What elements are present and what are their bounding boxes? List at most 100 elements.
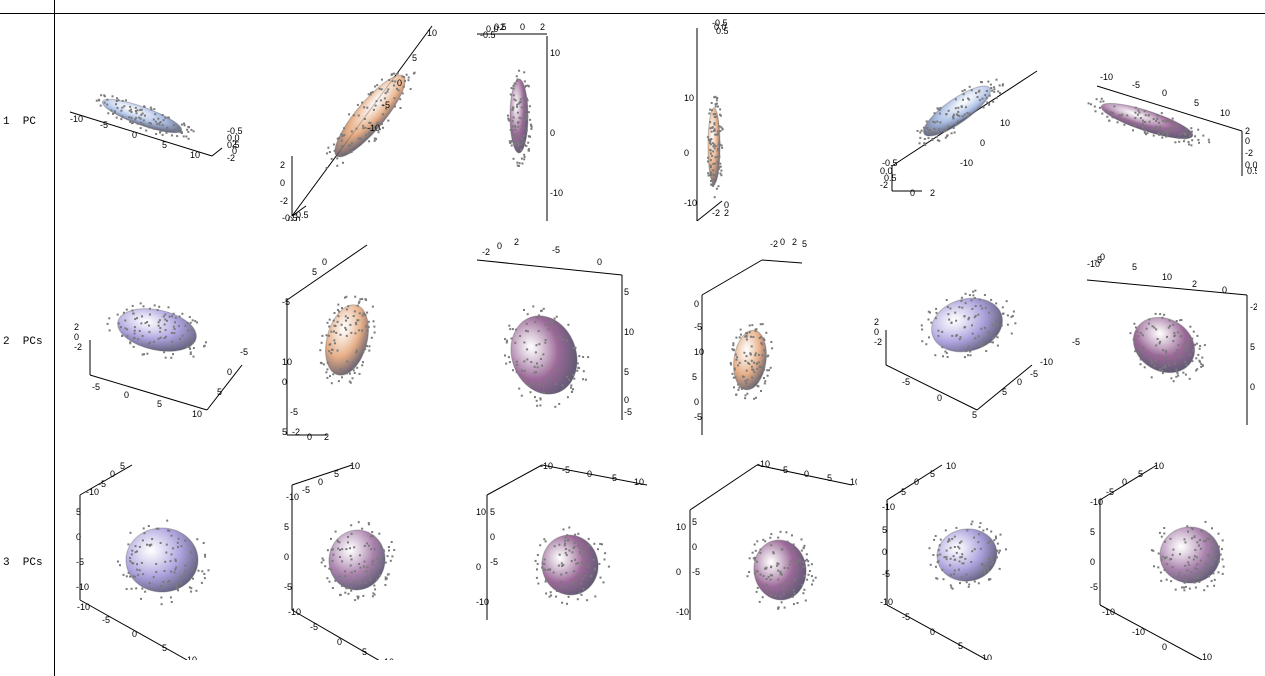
sample-point (963, 89, 966, 92)
sample-point (720, 144, 723, 147)
sample-point (1196, 368, 1199, 371)
axis-tick-label: -5 (902, 377, 910, 387)
pca-plot-r1-c5[interactable]: 10 0 -10 -0.5 0.0 0.5 -2 0 2 (862, 16, 1057, 221)
pca-plot-r3-c1[interactable]: 5 0 -5 -10 5 0 -5 -10 -10 -5 0 5 10 (62, 455, 257, 660)
sample-point (401, 75, 404, 78)
sample-point (755, 396, 757, 399)
sample-point (995, 78, 998, 81)
sample-point (550, 594, 553, 597)
sample-point (1163, 313, 1166, 316)
pca-plot-r2-c2[interactable]: 5 0 -5 10 5 0 -5 -2 0 2 (262, 235, 457, 440)
sample-point (984, 571, 986, 574)
sample-point (788, 563, 791, 566)
pca-plot-r1-c3[interactable]: -2 0 2 -0.5 0.0 0.5 10 0 -10 (462, 16, 657, 221)
axis-tick-label: 5 (120, 461, 125, 471)
sample-point (748, 363, 751, 365)
sample-point (1182, 371, 1185, 374)
sample-point (148, 307, 151, 310)
pca-plot-r3-c5[interactable]: 10 5 0 -5 -10 5 0 -5 -10 -5 0 5 10 (862, 455, 1057, 660)
pca-plot-r3-c3[interactable]: -10 -5 0 5 10 5 0 -5 10 0 -10 (462, 455, 657, 660)
sample-point (1134, 340, 1137, 343)
sample-point (512, 137, 515, 140)
pca-plot-r2-c5[interactable]: 2 0 -2 -5 0 5 5 0 -5 -10 (862, 235, 1057, 440)
sample-point (165, 131, 168, 134)
axis-tick-label: -2 (880, 180, 888, 190)
sample-point (344, 315, 347, 318)
axis-line-1 (1099, 464, 1158, 501)
axis-tick-label: 0 (910, 188, 915, 198)
pca-plot-r2-c3[interactable]: -2 0 2 -5 0 5 10 5 0 -5 (462, 235, 657, 440)
sample-point (793, 579, 796, 582)
sample-point (1159, 368, 1161, 371)
sample-point (765, 578, 768, 580)
sample-point (338, 153, 341, 155)
sample-point (978, 526, 981, 529)
sample-point (181, 132, 183, 134)
sample-point (520, 157, 523, 160)
sample-point (739, 328, 742, 331)
sample-point (137, 338, 140, 341)
sample-point (752, 336, 755, 338)
sample-point (1177, 374, 1180, 377)
sample-point (333, 143, 335, 146)
sample-point (964, 557, 967, 560)
sample-point (1208, 575, 1210, 578)
sample-point (936, 554, 939, 557)
sample-point (520, 117, 523, 120)
sample-point (603, 558, 606, 561)
sample-point (977, 313, 980, 316)
axis-tick-label: 10 (946, 461, 956, 471)
pca-plot-r2-c1[interactable]: 2 0 -2 -5 0 5 10 5 0 -5 (62, 235, 257, 440)
sample-point (923, 126, 925, 129)
sample-point (958, 547, 961, 550)
pca-plot-r1-c2[interactable]: 10 5 0 -5 -10 2 0 -2 -0.5 0.0 0.5 (262, 16, 457, 221)
sample-point (988, 103, 991, 106)
pca-plot-r2-c4[interactable]: -2 0 2 5 0 -5 10 5 0 -5 (662, 235, 857, 440)
sample-point (781, 573, 783, 576)
sample-point (719, 162, 722, 165)
axis-tick-label: 0 (318, 477, 323, 487)
sample-point (714, 156, 717, 159)
sample-point (974, 305, 977, 308)
pca-plot-r3-c6[interactable]: 10 5 0 -5 -10 5 0 -5 -10 -10 0 10 (1062, 455, 1257, 660)
sample-point (1176, 123, 1179, 126)
sample-point (931, 139, 934, 141)
sample-point (1207, 138, 1210, 141)
sample-point (179, 127, 182, 130)
sample-point (346, 360, 349, 363)
sample-point (1190, 130, 1193, 133)
sample-point (761, 354, 764, 357)
sample-point (359, 137, 362, 140)
axis-tick-label: 0 (694, 299, 699, 309)
sample-points (729, 323, 774, 400)
sample-point (936, 577, 939, 580)
pca-plot-r2-c6[interactable]: -10 -5 0 5 10 2 0 -2 5 0 -5 (1062, 235, 1257, 440)
sample-point (779, 595, 782, 598)
pca-plot-r1-c4[interactable]: -0.5 0.0 0.5 10 0 -10 -2 0 2 (662, 16, 857, 221)
sample-point (1182, 132, 1185, 134)
sample-point (764, 380, 767, 383)
sample-point (967, 115, 970, 118)
sample-point (567, 323, 570, 326)
sample-point (130, 561, 133, 564)
sample-point (759, 548, 762, 551)
sample-point (753, 572, 756, 575)
sample-point (376, 84, 379, 87)
pca-plot-r1-c1[interactable]: -10 -5 0 5 10 -0.5 0.0 0.5 -2 0 2 (62, 16, 257, 221)
sample-point (133, 329, 136, 332)
sample-point (792, 603, 795, 606)
axis-tick-label: 0 (550, 128, 555, 138)
sample-point (979, 572, 982, 575)
sample-point (364, 348, 367, 351)
sample-point (372, 108, 375, 111)
sample-point (597, 548, 599, 551)
sample-point (544, 580, 547, 583)
sample-point (993, 90, 996, 93)
sample-point (142, 119, 145, 122)
axis-tick-label: -2 (74, 342, 82, 352)
sample-point (1161, 136, 1164, 139)
